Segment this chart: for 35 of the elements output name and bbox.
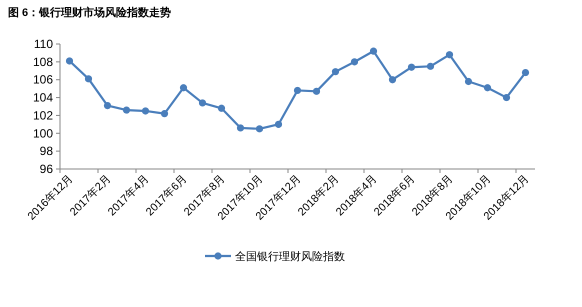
point [84,75,92,82]
point [236,124,244,132]
point [256,125,264,132]
point [332,68,340,76]
point [464,78,472,86]
point [180,84,188,92]
point [426,62,434,70]
point [370,48,378,55]
y-tick-label: 102 [32,108,54,122]
point [522,68,530,76]
y-tick-label: 96 [40,162,54,176]
point [142,107,150,115]
legend-label: 全国银行理财风险指数 [235,250,345,263]
y-tick-label: 106 [32,72,54,87]
point [66,57,74,65]
point [312,88,320,95]
point [104,102,112,110]
point [274,120,282,128]
y-tick-label: 108 [32,54,54,69]
point [122,106,130,114]
point [218,104,226,112]
y-tick-label: 98 [40,144,54,158]
y-tick-label: 100 [32,126,54,140]
y-tick-label: 110 [34,37,54,51]
point [408,64,416,71]
point [294,86,302,94]
point [160,110,168,118]
point [350,58,358,66]
y-tick-label: 104 [32,90,54,105]
point [502,94,510,102]
point [388,76,396,84]
point [198,99,206,107]
chart-title: 图 6：银行理财市场风险指数走势 [8,6,172,19]
point [446,51,454,58]
point [484,84,492,92]
